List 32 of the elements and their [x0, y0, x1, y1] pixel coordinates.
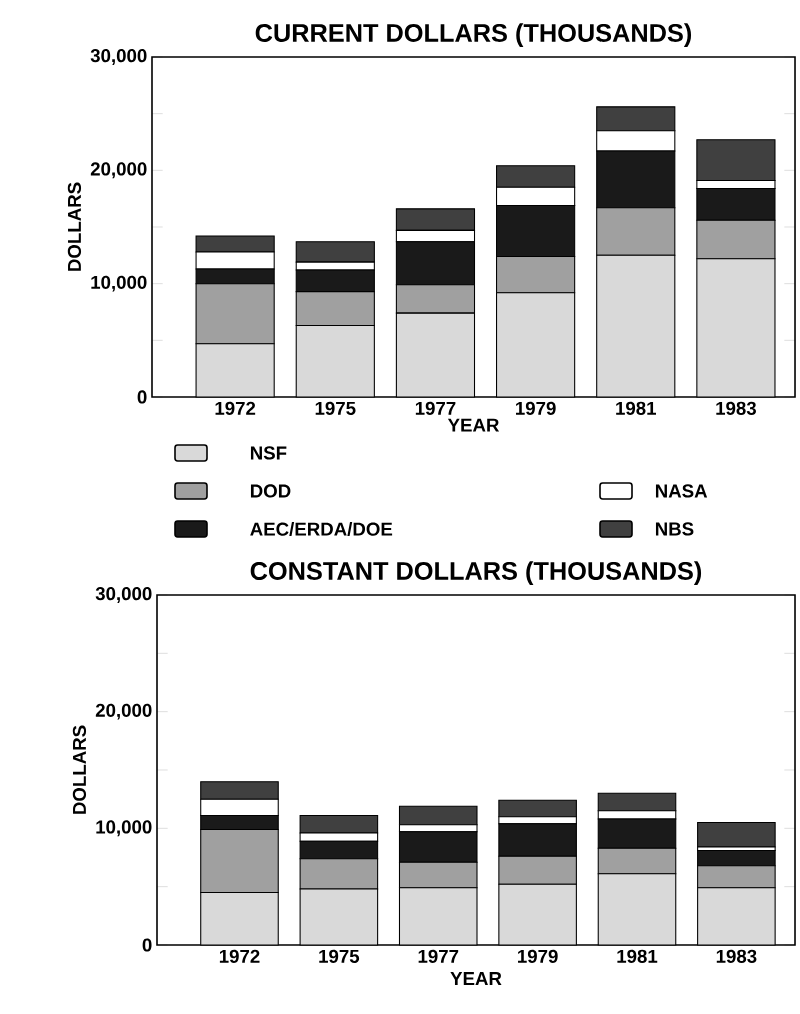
- bar: [697, 821, 776, 848]
- x-axis-title: YEAR: [450, 972, 502, 985]
- chart-title: CURRENT DOLLARS (THOUSANDS): [255, 23, 692, 47]
- y-tick-label: 0: [142, 938, 152, 952]
- y-tick-label: 10,000: [91, 275, 147, 292]
- x-tick-label: 1975: [315, 401, 356, 415]
- y-tick-label: 10,000: [96, 820, 152, 837]
- legend-label: AEC/ERDA/DOE: [250, 522, 393, 536]
- y-axis-title: DOLLARS: [72, 725, 87, 814]
- chart-title: CONSTANT DOLLARS (THOUSANDS): [250, 561, 702, 585]
- legend-label: NBS: [655, 522, 694, 536]
- x-tick-label: 1975: [319, 949, 360, 963]
- x-tick-label: 1979: [518, 949, 558, 963]
- x-tick-label: 1983: [716, 949, 757, 963]
- y-tick-label: 30,000: [90, 49, 147, 65]
- legend-label: DOD: [250, 484, 291, 498]
- x-tick-label: 1979: [516, 401, 556, 415]
- y-tick-label: 20,000: [90, 162, 147, 179]
- x-axis-title: YEAR: [447, 418, 500, 432]
- x-tick-label: 1983: [716, 401, 756, 415]
- y-tick-label: 30,000: [95, 587, 152, 603]
- x-tick-label: 1977: [418, 949, 459, 963]
- y-axis-title: DOLLARS: [67, 182, 82, 271]
- x-tick-label: 1972: [215, 401, 256, 415]
- x-tick-label: 1972: [219, 949, 260, 963]
- x-tick-label: 1977: [415, 401, 456, 415]
- legend-label: NASA: [655, 484, 708, 498]
- legend-label: NSF: [250, 446, 287, 460]
- y-tick-label: 20,000: [95, 703, 152, 720]
- y-tick-label: 0: [137, 390, 147, 404]
- x-tick-label: 1981: [616, 401, 656, 415]
- x-tick-label: 1981: [617, 949, 658, 963]
